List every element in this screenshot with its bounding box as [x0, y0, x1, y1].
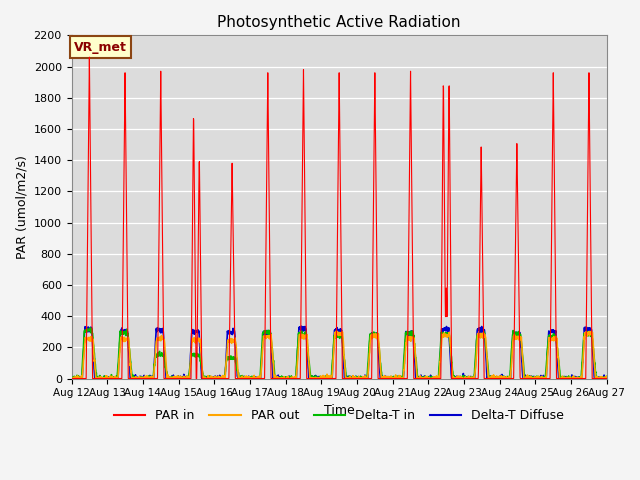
Delta-T Diffuse [217, 375, 225, 381]
Delta-T Diffuse [298, 324, 305, 329]
Line: PAR in: PAR in [72, 57, 607, 379]
Delta-T Diffuse [556, 375, 563, 381]
Line: PAR out: PAR out [72, 331, 607, 379]
Delta-T Diffuse [68, 376, 76, 382]
PAR out [332, 328, 340, 334]
Delta-T in [68, 374, 76, 380]
X-axis label: Time: Time [324, 404, 355, 417]
Delta-T in [495, 376, 502, 382]
Delta-T in [218, 376, 225, 382]
Delta-T Diffuse [355, 375, 362, 381]
Line: Delta-T Diffuse: Delta-T Diffuse [72, 326, 607, 379]
PAR in [570, 376, 578, 382]
Delta-T in [571, 374, 579, 380]
PAR out [556, 375, 564, 381]
Delta-T in [603, 376, 611, 382]
Delta-T in [556, 368, 564, 373]
Y-axis label: PAR (umol/m2/s): PAR (umol/m2/s) [15, 155, 28, 259]
Delta-T Diffuse [570, 375, 578, 381]
PAR out [355, 373, 363, 379]
PAR in [68, 376, 76, 382]
Legend: PAR in, PAR out, Delta-T in, Delta-T Diffuse: PAR in, PAR out, Delta-T in, Delta-T Dif… [109, 404, 570, 427]
PAR out [495, 374, 502, 380]
Delta-T in [86, 325, 94, 331]
PAR out [68, 376, 76, 382]
Delta-T in [68, 376, 76, 382]
Delta-T Diffuse [495, 376, 502, 382]
PAR in [86, 54, 93, 60]
PAR in [217, 376, 225, 382]
Line: Delta-T in: Delta-T in [72, 328, 607, 379]
PAR out [603, 375, 611, 381]
PAR in [603, 376, 611, 382]
PAR out [571, 375, 579, 381]
Delta-T in [355, 376, 363, 382]
PAR in [355, 376, 362, 382]
PAR in [495, 376, 502, 382]
PAR out [217, 376, 225, 382]
Delta-T Diffuse [603, 376, 611, 382]
Text: VR_met: VR_met [74, 41, 127, 54]
PAR out [367, 339, 374, 345]
Delta-T Diffuse [366, 334, 374, 340]
Delta-T in [367, 331, 374, 337]
PAR in [556, 376, 563, 382]
PAR out [68, 375, 76, 381]
Title: Photosynthetic Active Radiation: Photosynthetic Active Radiation [218, 15, 461, 30]
PAR in [366, 376, 374, 382]
